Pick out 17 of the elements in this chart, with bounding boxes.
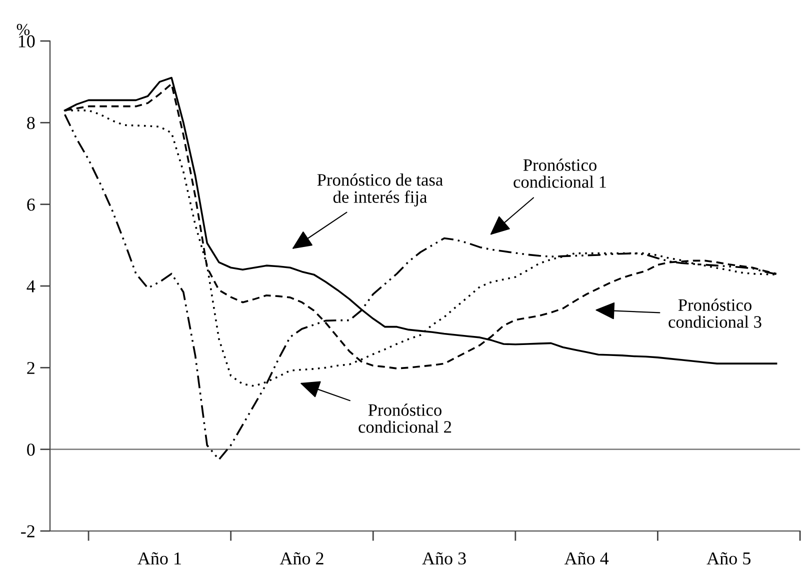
x-tick-label: Año 4: [564, 552, 609, 565]
annotation: Pronóstico de tasa de interés fija: [317, 174, 443, 206]
annotation: Pronóstico condicional 1: [514, 158, 606, 188]
x-tick-label: Año 5: [706, 552, 750, 565]
y-tick-label: -2: [21, 525, 34, 538]
y-tick-label: 6: [27, 198, 35, 211]
y-tick-label: 0: [27, 444, 35, 456]
y-tick-label: 2: [27, 362, 34, 374]
y-tick-label: 10: [18, 35, 35, 48]
y-tick-label: 8: [27, 116, 35, 130]
x-tick-label: Año 3: [422, 552, 466, 565]
x-tick-label: Año 2: [280, 552, 324, 565]
y-tick-label: 4: [26, 280, 36, 292]
y-axis-title: %: [16, 24, 30, 36]
annotation: Pronóstico condicional 2: [358, 404, 452, 433]
annotation: Pronóstico condicional 3: [668, 298, 762, 328]
x-tick-label: Año 1: [138, 552, 181, 565]
